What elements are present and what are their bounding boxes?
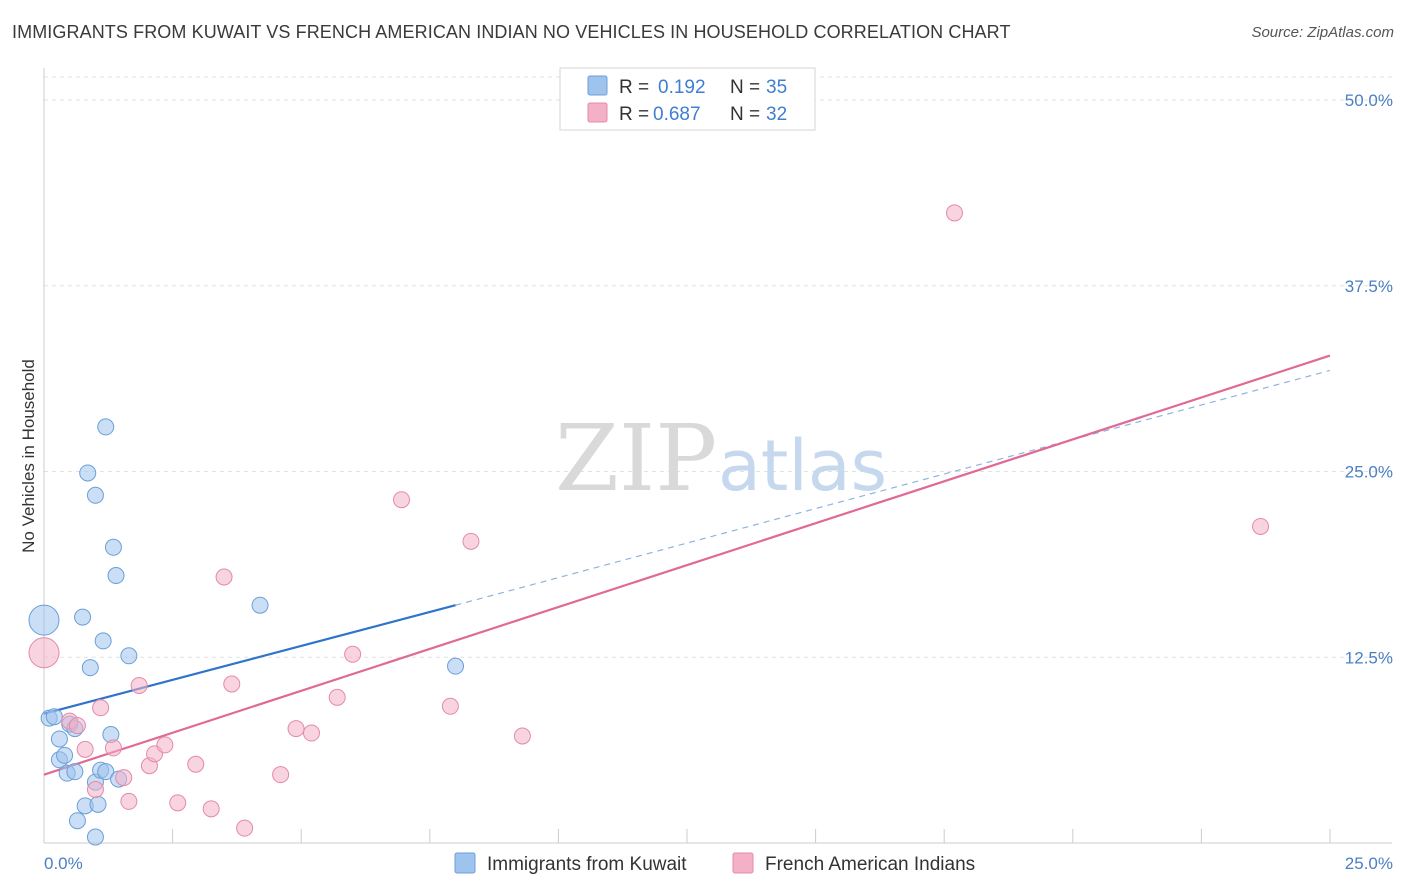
kuwait-trend-extension <box>455 369 1331 606</box>
french-point-29 <box>1252 517 1270 535</box>
french-point-2 <box>68 717 86 735</box>
legend-r-label-french: R = <box>619 104 649 125</box>
french-point-28 <box>945 204 963 222</box>
french-point-26 <box>462 532 480 550</box>
bottom-legend-swatch-french <box>732 852 754 874</box>
kuwait-point-28 <box>251 596 269 614</box>
watermark: ZIP atlas <box>555 405 887 512</box>
tick-labels: 12.5% 25.0% 37.5% 50.0% 0.0% 25.0% <box>44 91 1393 873</box>
legend-swatch-kuwait <box>587 75 608 96</box>
kuwait-point-10 <box>68 812 86 830</box>
french-point-7 <box>115 769 133 787</box>
watermark-zip: ZIP <box>555 405 717 512</box>
french-point-6 <box>104 739 122 757</box>
kuwait-point-29 <box>447 657 465 675</box>
y-tick-label-0: 12.5% <box>1345 648 1393 667</box>
bottom-legend-label-kuwait: Immigrants from Kuwait <box>487 854 687 875</box>
watermark-atlas: atlas <box>718 425 887 507</box>
french-point-23 <box>344 645 362 663</box>
french-point-4 <box>86 781 104 799</box>
french-point-3 <box>76 740 94 758</box>
bottom-legend-swatch-kuwait <box>454 852 476 874</box>
trend-lines <box>43 354 1331 776</box>
french-point-25 <box>441 697 459 715</box>
legend-swatch-french <box>587 102 608 123</box>
y-tick-label-2: 37.5% <box>1345 277 1393 296</box>
kuwait-point-2 <box>45 708 63 726</box>
french-trend-line <box>43 354 1331 776</box>
legend-n-value-french: 32 <box>766 104 787 125</box>
y-tick-label-1: 25.0% <box>1345 463 1393 482</box>
french-point-9 <box>130 676 148 694</box>
kuwait-point-13 <box>79 464 97 482</box>
kuwait-point-27 <box>120 647 138 665</box>
french-point-5 <box>92 699 110 717</box>
legend-r-value-kuwait: 0.192 <box>658 77 706 98</box>
kuwait-point-21 <box>97 418 115 436</box>
kuwait-point-25 <box>107 567 125 585</box>
french-point-16 <box>215 568 233 586</box>
x-tick-label-0: 0.0% <box>44 854 83 873</box>
data-points <box>28 204 1270 846</box>
kuwait-point-3 <box>50 730 68 748</box>
french-point-21 <box>302 724 320 742</box>
legend-r-label-kuwait: R = <box>619 77 649 98</box>
french-point-19 <box>272 766 290 784</box>
kuwait-point-24 <box>104 538 122 556</box>
kuwait-point-9 <box>66 763 84 781</box>
legend-n-label-french: N = <box>730 104 760 125</box>
chart-title: IMMIGRANTS FROM KUWAIT VS FRENCH AMERICA… <box>12 22 1011 42</box>
french-point-12 <box>156 736 174 754</box>
french-point-22 <box>328 688 346 706</box>
french-point-8 <box>120 792 138 810</box>
french-point-24 <box>393 491 411 509</box>
french-point-17 <box>223 675 241 693</box>
bottom-legend-label-french: French American Indians <box>765 854 975 875</box>
french-point-15 <box>202 800 220 818</box>
kuwait-point-11 <box>74 608 92 626</box>
french-point-20 <box>287 720 305 738</box>
french-point-27 <box>513 727 531 745</box>
french-point-18 <box>236 819 254 837</box>
legend-r-value-french: 0.687 <box>653 104 701 125</box>
gridlines <box>44 76 1392 658</box>
french-point-13 <box>169 794 187 812</box>
kuwait-point-22 <box>97 763 115 781</box>
kuwait-point-14 <box>81 659 99 677</box>
legend-n-value-kuwait: 35 <box>766 77 787 98</box>
top-legend: R = 0.192 N = 35 R = 0.687 N = 32 <box>559 67 816 131</box>
kuwait-point-18 <box>89 795 107 813</box>
kuwait-point-0 <box>28 604 60 636</box>
kuwait-point-16 <box>86 486 104 504</box>
french-point-0 <box>28 637 60 669</box>
legend-n-label-kuwait: N = <box>730 77 760 98</box>
kuwait-trend-line <box>43 604 456 715</box>
y-axis-label: No Vehicles in Household <box>19 359 38 553</box>
source-label: Source: ZipAtlas.com <box>1251 24 1394 41</box>
bottom-legend: Immigrants from Kuwait French American I… <box>454 852 975 875</box>
french-point-14 <box>187 755 205 773</box>
kuwait-point-5 <box>56 746 74 764</box>
x-tick-label-1: 25.0% <box>1345 854 1393 873</box>
kuwait-point-20 <box>94 632 112 650</box>
y-tick-label-3: 50.0% <box>1345 91 1393 110</box>
kuwait-point-15 <box>86 828 104 846</box>
